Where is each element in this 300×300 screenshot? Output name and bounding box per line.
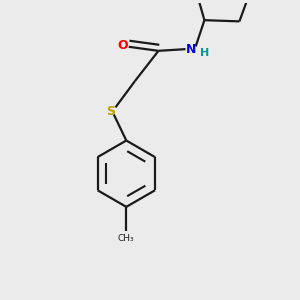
Text: CH₃: CH₃ <box>118 234 135 243</box>
Text: O: O <box>117 39 128 52</box>
Text: N: N <box>185 43 196 56</box>
Text: S: S <box>106 105 116 118</box>
Text: H: H <box>200 48 209 58</box>
